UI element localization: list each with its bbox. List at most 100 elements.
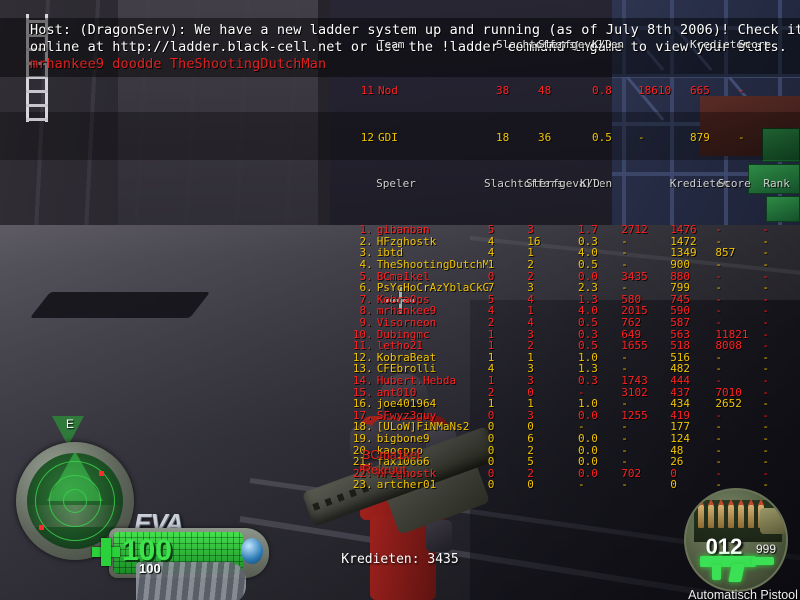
ammo-pouch-icon <box>760 508 786 534</box>
credits-display: Kredieten: 3435 <box>341 552 459 567</box>
player-row: 20. kaocpro 0 2 0.0 - 48 - - <box>352 443 800 457</box>
compass-letter: E <box>65 417 74 431</box>
player-kd: 0.5 <box>578 258 598 272</box>
player-name: gibanban <box>376 224 430 236</box>
player-deaths: 1 <box>527 350 534 364</box>
weapon-name: Automatisch Pistool <box>688 588 798 600</box>
asphalt-patch <box>29 292 211 318</box>
player-name: Hubert.Hebda <box>376 375 457 387</box>
player-kills: 0 <box>487 431 495 445</box>
player-kills: 0 <box>487 478 495 492</box>
player-score: - <box>715 223 722 237</box>
player-score: - <box>715 374 722 387</box>
player-rank: - <box>762 455 769 469</box>
player-deaths: 4 <box>527 292 534 306</box>
player-deaths: 4 <box>527 316 534 330</box>
player-credits: 880 <box>670 269 691 283</box>
player-credits: 1472 <box>670 234 697 248</box>
player-name: ibtd <box>376 247 404 260</box>
player-extra: - <box>621 397 628 411</box>
player-credits: 1349 <box>670 246 697 260</box>
player-rank: - <box>762 362 769 376</box>
chat-line-kill: mrhankee9 doodde TheShootingDutchMan <box>30 56 327 72</box>
player-deaths: 2 <box>527 258 534 272</box>
radar-blip <box>99 471 104 476</box>
player-extra: 580 <box>621 292 642 306</box>
radar-screen <box>27 453 123 549</box>
player-name: KobraBeat <box>376 351 437 364</box>
team-index: 11 <box>360 84 374 98</box>
player-extra: 702 <box>621 466 642 480</box>
player-name: joe401964 <box>376 398 437 410</box>
player-row: 11. letho21 1 2 0.5 1655 518 8008 - <box>352 340 800 352</box>
player-header-kd: K/D <box>580 176 600 190</box>
player-credits: 124 <box>670 431 691 445</box>
team-deaths: 36 <box>538 130 552 144</box>
team-header-name: Team <box>378 37 405 51</box>
player-row: 8. mrhankee9 4 1 4.0 2015 590 - - <box>352 305 800 317</box>
player-header-rank: Rank <box>763 176 790 190</box>
nametag-rank: Rekruut <box>362 463 406 477</box>
player-credits: 1476 <box>670 223 697 237</box>
player-index: 22. <box>352 466 373 480</box>
player-score: - <box>715 455 722 469</box>
player-score: - <box>715 478 722 492</box>
player-index: 5. <box>359 269 373 283</box>
player-rank: - <box>762 443 769 457</box>
player-credits: 444 <box>670 374 691 387</box>
team-credits: 665 <box>690 84 710 98</box>
player-index: 1. <box>359 223 373 237</box>
player-extra: - <box>621 478 628 492</box>
player-extra: - <box>621 443 628 457</box>
player-rank: - <box>762 234 769 248</box>
player-kills: 0 <box>487 466 495 480</box>
player-row: 1. gibanban 5 3 1.7 2712 1476 - - <box>352 224 800 236</box>
player-deaths: 2 <box>527 466 534 480</box>
player-kills: 4 <box>487 234 495 248</box>
team-header-kills: Slachtoffers <box>496 37 576 51</box>
player-deaths: 3 <box>527 281 534 295</box>
player-header-score: Score <box>717 176 751 190</box>
player-row: 23. artcher01 0 0 - - 0 - - <box>352 479 800 491</box>
player-score: 7010 <box>715 385 742 399</box>
team-score: - <box>738 130 745 144</box>
player-rank: - <box>762 431 769 445</box>
player-credits: 799 <box>670 281 691 295</box>
player-row: 19. bigbone9 0 6 0.0 - 124 - - <box>352 433 800 445</box>
player-score: - <box>715 408 722 422</box>
team-table-header: Team Slachtoffers Sterfgevallen K/D Kred… <box>352 39 800 51</box>
player-extra: - <box>621 281 628 295</box>
team-extra: 18610 <box>638 84 672 98</box>
player-row: 13. CFEbrolli 4 3 1.3 - 482 - - <box>352 363 800 375</box>
player-score: 857 <box>715 246 736 260</box>
player-kd: 0.3 <box>578 327 598 341</box>
player-name: SFwyz3guy <box>376 409 437 422</box>
player-credits: 26 <box>670 455 684 469</box>
player-extra: 762 <box>621 316 642 330</box>
player-name: mrhankee9 <box>376 305 437 318</box>
player-row: 18. [ULoW]FiNMaNs2 0 0 - - 177 - - <box>352 421 800 433</box>
player-rank: - <box>762 246 769 260</box>
player-rank: - <box>762 420 769 434</box>
player-kd: 0.0 <box>578 269 598 283</box>
player-index: 11. <box>352 339 373 353</box>
crosshair <box>386 286 414 314</box>
player-rank: - <box>762 339 769 353</box>
player-name: Visorneon <box>376 317 437 329</box>
player-extra: - <box>621 420 628 434</box>
team-kd: 0.5 <box>592 130 612 144</box>
player-kills: 1 <box>487 327 495 341</box>
compass-marker-icon <box>52 416 84 446</box>
team-extra: - <box>638 130 645 144</box>
player-credits: 482 <box>670 362 691 376</box>
player-score: - <box>715 258 722 272</box>
player-name: BCma1kel <box>376 270 430 283</box>
armor-value: 100 <box>139 561 161 576</box>
team-row: 11 Nod 38 48 0.8 18610 665 - <box>352 85 800 97</box>
player-deaths: 3 <box>527 362 534 376</box>
player-row: 12. KobraBeat 1 1 1.0 - 516 - - <box>352 352 800 364</box>
player-kills: 0 <box>487 408 495 422</box>
player-score: - <box>715 304 722 318</box>
team-kills: 38 <box>496 84 510 98</box>
player-kills: 0 <box>487 269 495 283</box>
